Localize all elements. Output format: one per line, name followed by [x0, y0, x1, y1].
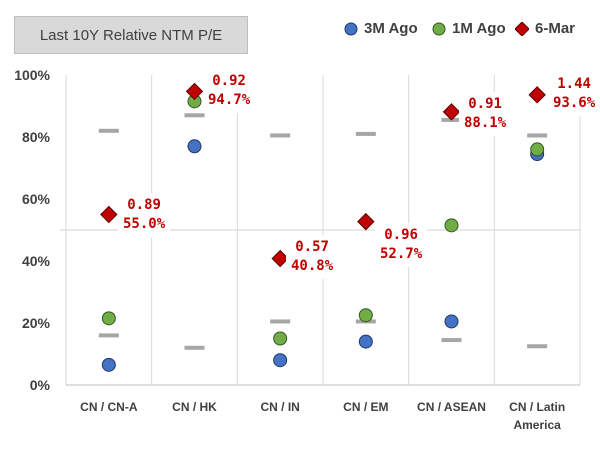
- marker-6-mar: [271, 249, 289, 268]
- range-mark-lower: [441, 338, 462, 343]
- annotation-percentile: 93.6%: [553, 95, 596, 111]
- annotation-percentile: 40.8%: [291, 258, 334, 274]
- legend-item-3m-ago: 3M Ago: [344, 20, 418, 37]
- range-mark-lower: [98, 333, 119, 338]
- marker-6-mar: [442, 103, 461, 121]
- range-mark-lower: [270, 319, 291, 324]
- range-mark-upper: [355, 131, 376, 136]
- legend-marker-6-mar: [515, 21, 529, 36]
- marker-3m-ago: [187, 139, 202, 154]
- marker-6-mar: [528, 86, 546, 104]
- annotation-percentile: 94.7%: [208, 92, 251, 108]
- legend-label-3m-ago: 3M Ago: [364, 20, 418, 37]
- range-mark-lower: [527, 344, 548, 349]
- marker-3m-ago: [444, 314, 459, 329]
- annotation-cn-in: 0.57 40.8%: [286, 235, 339, 279]
- x-category-label: CN / HK: [172, 400, 217, 414]
- y-tick-label: 40%: [22, 253, 51, 269]
- marker-3m-ago: [101, 357, 116, 372]
- legend-label-6-mar: 6-Mar: [535, 20, 576, 37]
- marker-3m-ago: [273, 353, 288, 368]
- annotation-ratio: 0.92: [212, 73, 246, 89]
- annotation-ratio: 0.91: [468, 96, 502, 112]
- y-tick-label: 60%: [22, 191, 51, 207]
- annotation-cn-cn-a: 0.89 55.0%: [118, 193, 171, 237]
- x-category-label: CN / IN: [260, 400, 299, 414]
- y-tick-label: 0%: [30, 377, 51, 393]
- marker-1m-ago: [358, 308, 373, 323]
- y-tick-label: 80%: [22, 129, 51, 145]
- marker-6-mar: [100, 205, 118, 224]
- marker-6-mar: [185, 82, 204, 101]
- annotation-ratio: 1.44: [557, 76, 591, 92]
- annotation-ratio: 0.96: [384, 227, 418, 243]
- range-mark-upper: [527, 133, 548, 138]
- x-category-label: CN / CN-A: [80, 400, 138, 414]
- annotation-cn-em: 0.96 52.7%: [375, 223, 428, 267]
- legend-marker-1m-ago: [432, 22, 446, 35]
- marker-1m-ago: [444, 218, 459, 233]
- range-mark-upper: [270, 133, 291, 138]
- annotation-cn-asean: 0.91 88.1%: [459, 92, 512, 136]
- annotation-percentile: 52.7%: [380, 246, 423, 262]
- legend-item-6-mar: 6-Mar: [515, 20, 575, 37]
- annotation-ratio: 0.89: [127, 197, 161, 213]
- annotation-ratio: 0.57: [295, 239, 329, 255]
- y-tick-label: 20%: [22, 315, 51, 331]
- annotation-cn-latin-america: 1.44 93.6%: [548, 72, 600, 116]
- annotation-percentile: 88.1%: [464, 115, 507, 131]
- marker-1m-ago: [273, 331, 288, 346]
- marker-1m-ago: [530, 142, 545, 157]
- marker-6-mar: [357, 212, 375, 231]
- marker-1m-ago: [101, 311, 116, 326]
- range-mark-upper: [184, 113, 205, 118]
- range-mark-upper: [98, 128, 119, 133]
- x-category-label: CN / ASEAN: [417, 400, 486, 414]
- legend-marker-3m-ago: [344, 22, 358, 35]
- marker-3m-ago: [358, 334, 373, 349]
- x-category-label: CN / Latin America: [509, 400, 565, 432]
- x-category-label: CN / EM: [343, 400, 388, 414]
- annotation-cn-hk: 0.92 94.7%: [203, 69, 256, 113]
- range-mark-lower: [184, 345, 205, 350]
- annotation-percentile: 55.0%: [123, 216, 166, 232]
- chart-title: Last 10Y Relative NTM P/E: [14, 16, 248, 54]
- legend-item-1m-ago: 1M Ago: [432, 20, 506, 37]
- legend-label-1m-ago: 1M Ago: [452, 20, 506, 37]
- y-tick-label: 100%: [14, 67, 50, 83]
